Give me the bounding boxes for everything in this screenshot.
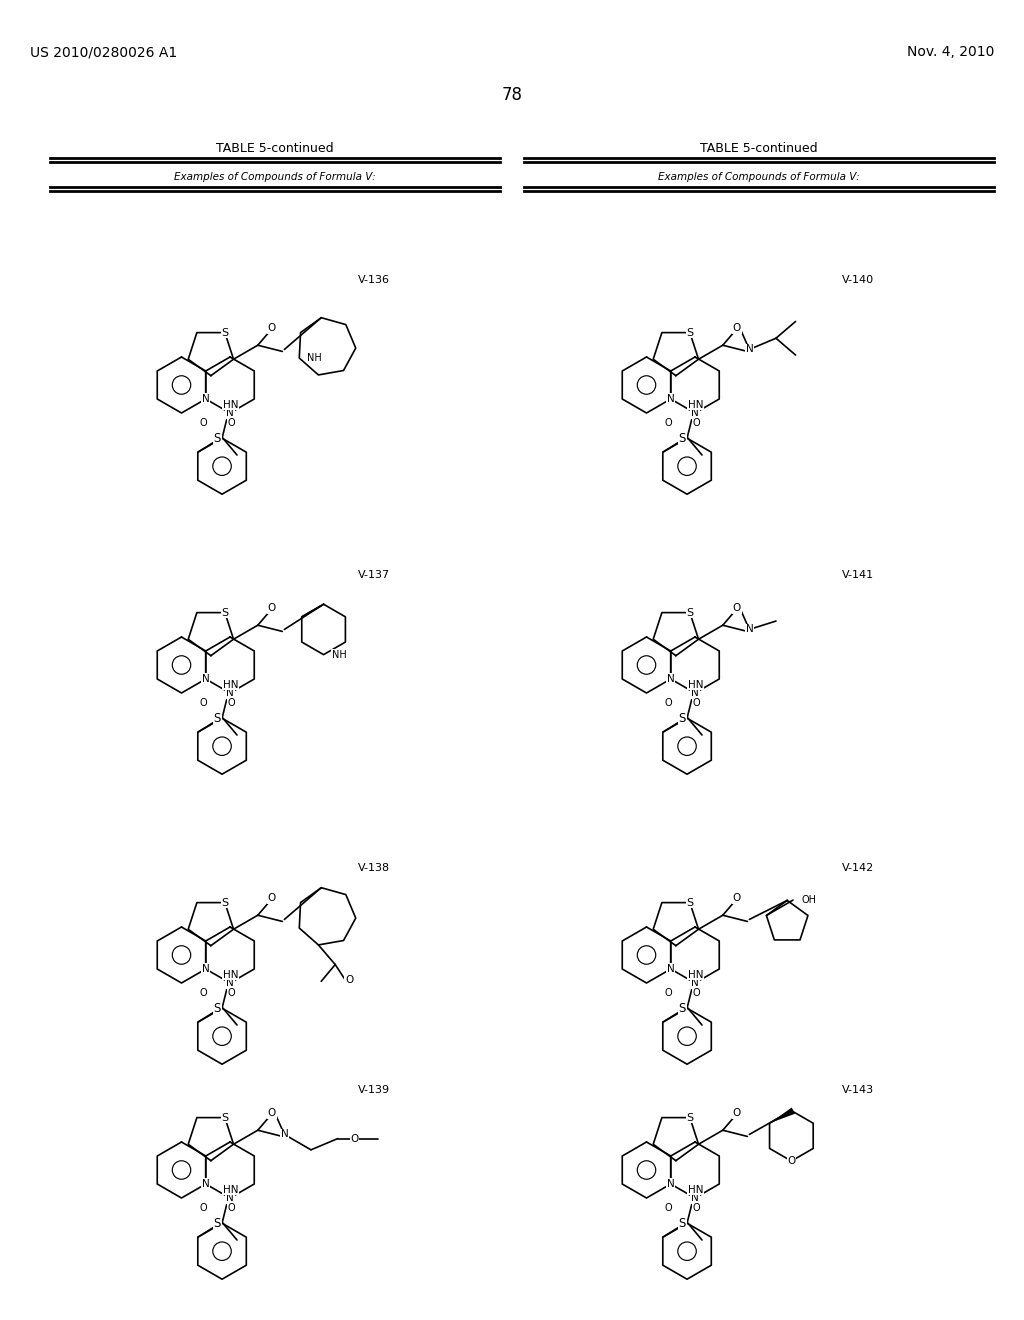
Text: V-139: V-139 xyxy=(358,1085,390,1096)
Text: V-136: V-136 xyxy=(358,275,390,285)
Text: S: S xyxy=(686,327,693,338)
Text: O: O xyxy=(227,418,236,428)
Text: OH: OH xyxy=(801,895,816,906)
Text: O: O xyxy=(732,894,741,903)
Text: S: S xyxy=(221,327,228,338)
Text: N: N xyxy=(202,964,210,974)
Text: N: N xyxy=(226,688,233,698)
Text: N: N xyxy=(226,978,233,987)
Text: N: N xyxy=(202,393,210,404)
Text: TABLE 5-continued: TABLE 5-continued xyxy=(216,141,334,154)
Text: NH: NH xyxy=(332,649,346,660)
Text: N: N xyxy=(691,408,698,418)
Text: HN: HN xyxy=(222,970,239,979)
Text: N: N xyxy=(667,964,675,974)
Text: O: O xyxy=(200,987,207,998)
Text: S: S xyxy=(686,607,693,618)
Text: V-140: V-140 xyxy=(842,275,874,285)
Text: S: S xyxy=(214,1002,221,1015)
Polygon shape xyxy=(770,1107,795,1123)
Text: O: O xyxy=(665,1203,672,1213)
Text: O: O xyxy=(692,698,700,708)
Text: O: O xyxy=(692,987,700,998)
Text: N: N xyxy=(202,675,210,684)
Text: N: N xyxy=(667,393,675,404)
Text: S: S xyxy=(679,711,686,725)
Text: V-141: V-141 xyxy=(842,570,874,579)
Text: V-142: V-142 xyxy=(842,863,874,873)
Text: V-137: V-137 xyxy=(358,570,390,579)
Text: HN: HN xyxy=(688,1184,703,1195)
Text: Nov. 4, 2010: Nov. 4, 2010 xyxy=(906,45,994,59)
Text: 78: 78 xyxy=(502,86,522,104)
Text: O: O xyxy=(732,323,741,334)
Text: Examples of Compounds of Formula V:: Examples of Compounds of Formula V: xyxy=(658,172,860,182)
Text: HN: HN xyxy=(222,680,239,689)
Text: N: N xyxy=(667,675,675,684)
Text: O: O xyxy=(345,975,353,985)
Text: N: N xyxy=(226,408,233,418)
Text: O: O xyxy=(200,1203,207,1213)
Text: O: O xyxy=(267,1109,275,1118)
Text: HN: HN xyxy=(688,680,703,689)
Text: S: S xyxy=(679,1217,686,1230)
Text: N: N xyxy=(691,688,698,698)
Text: N: N xyxy=(202,1179,210,1189)
Text: S: S xyxy=(221,607,228,618)
Text: HN: HN xyxy=(222,400,239,409)
Text: O: O xyxy=(665,698,672,708)
Text: O: O xyxy=(227,698,236,708)
Text: HN: HN xyxy=(222,1184,239,1195)
Text: TABLE 5-continued: TABLE 5-continued xyxy=(700,141,818,154)
Text: N: N xyxy=(667,1179,675,1189)
Text: S: S xyxy=(679,1002,686,1015)
Text: N: N xyxy=(226,1193,233,1203)
Text: O: O xyxy=(732,1109,741,1118)
Text: O: O xyxy=(665,418,672,428)
Text: O: O xyxy=(200,698,207,708)
Text: N: N xyxy=(691,1193,698,1203)
Text: V-143: V-143 xyxy=(842,1085,874,1096)
Text: HN: HN xyxy=(688,400,703,409)
Text: HN: HN xyxy=(688,970,703,979)
Text: S: S xyxy=(214,1217,221,1230)
Text: O: O xyxy=(692,418,700,428)
Text: O: O xyxy=(692,1203,700,1213)
Text: O: O xyxy=(267,894,275,903)
Text: S: S xyxy=(214,432,221,445)
Text: O: O xyxy=(787,1156,796,1166)
Text: S: S xyxy=(221,898,228,908)
Text: Examples of Compounds of Formula V:: Examples of Compounds of Formula V: xyxy=(174,172,376,182)
Text: O: O xyxy=(227,1203,236,1213)
Text: S: S xyxy=(686,898,693,908)
Text: V-138: V-138 xyxy=(358,863,390,873)
Text: O: O xyxy=(267,603,275,614)
Text: N: N xyxy=(281,1130,288,1139)
Text: O: O xyxy=(267,323,275,334)
Text: O: O xyxy=(665,987,672,998)
Text: N: N xyxy=(691,978,698,987)
Text: S: S xyxy=(221,1113,228,1122)
Text: S: S xyxy=(214,711,221,725)
Text: O: O xyxy=(350,1134,358,1143)
Text: S: S xyxy=(679,432,686,445)
Text: O: O xyxy=(200,418,207,428)
Text: US 2010/0280026 A1: US 2010/0280026 A1 xyxy=(30,45,177,59)
Text: S: S xyxy=(686,1113,693,1122)
Text: NH: NH xyxy=(307,352,322,363)
Text: O: O xyxy=(732,603,741,614)
Text: N: N xyxy=(745,345,754,355)
Text: N: N xyxy=(745,624,754,635)
Text: O: O xyxy=(227,987,236,998)
